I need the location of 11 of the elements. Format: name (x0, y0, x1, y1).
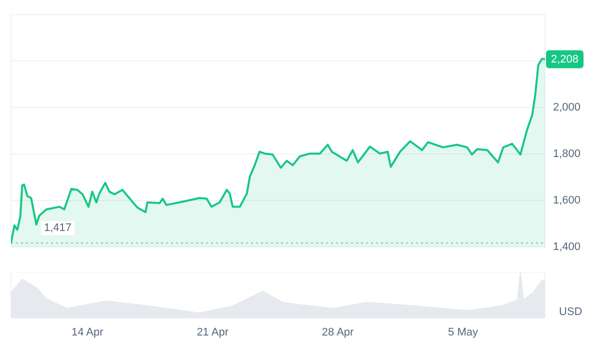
ref-line-label: 1,417 (44, 222, 72, 234)
y-tick-label: 2,000 (553, 102, 581, 114)
annotation: 2,208 (551, 53, 579, 66)
x-tick-label: 5 May (448, 326, 478, 339)
y-tick-label: 1,800 (553, 148, 581, 160)
x-tick-label: 28 Apr (322, 326, 354, 339)
y-tick-label: 1,400 (553, 241, 581, 254)
x-tick-label: 21 Apr (196, 326, 229, 339)
text: USD (559, 306, 582, 318)
x-tick-label: 14 Apr (71, 326, 104, 339)
y-tick-label: 1,600 (553, 194, 581, 207)
